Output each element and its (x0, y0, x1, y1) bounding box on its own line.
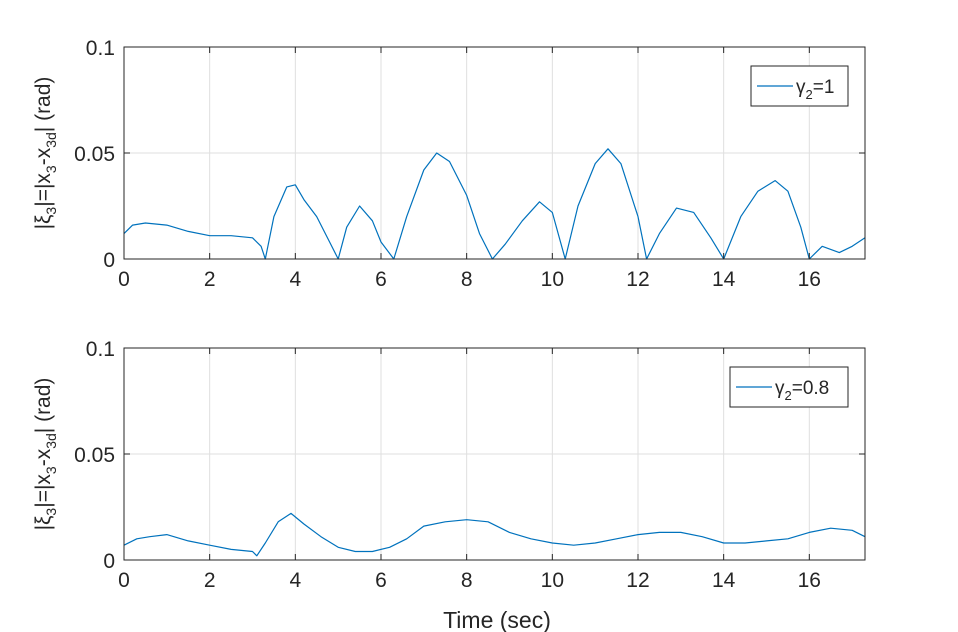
x-tick-label: 2 (204, 268, 216, 291)
y-axis-label-top: |ξ3|=|x3-x3d| (rad) (32, 77, 59, 230)
grid-top (124, 47, 865, 259)
ticks-bottom: 0 2 4 6 8 10 12 14 16 0 0.05 0.1 (74, 338, 865, 592)
x-tick-label: 6 (375, 268, 387, 291)
y-tick-label: 0.1 (86, 338, 115, 361)
x-tick-label: 2 (204, 569, 216, 592)
x-tick-label: 14 (712, 569, 736, 592)
x-tick-label: 8 (461, 569, 473, 592)
subplot-bottom: 0 2 4 6 8 10 12 14 16 0 0.05 0.1 |ξ3|=|x3-x3d| (rad… (32, 338, 866, 592)
y-tick-label: 0.1 (86, 37, 115, 60)
x-tick-label: 0 (118, 268, 130, 291)
y-axis-label-bottom: |ξ3|=|x3-x3d| (rad) (32, 378, 59, 531)
x-tick-label: 10 (541, 569, 564, 592)
x-tick-label: 0 (118, 569, 130, 592)
x-tick-label: 12 (626, 569, 649, 592)
x-tick-label: 14 (712, 268, 736, 291)
legend-bottom: γ2=0.8 (729, 366, 849, 408)
x-axis-label: Time (sec) (443, 607, 551, 632)
legend-label-bottom: γ2=0.8 (775, 378, 829, 403)
x-tick-label: 16 (798, 268, 821, 291)
y-tick-label: 0 (103, 550, 115, 573)
x-tick-label: 8 (461, 268, 473, 291)
x-tick-label: 6 (375, 569, 387, 592)
subplot-top: 0 2 4 6 8 10 12 14 16 0 0.05 0.1 |ξ3|=|x3-x3d| (rad… (32, 37, 866, 291)
x-tick-label: 4 (289, 569, 301, 592)
y-tick-label: 0.05 (74, 143, 115, 166)
x-tick-label: 10 (541, 268, 564, 291)
legend-label-top: γ2=1 (796, 77, 834, 102)
x-tick-label: 12 (626, 268, 649, 291)
series-line-1 (123, 512, 866, 557)
x-tick-label: 4 (289, 268, 301, 291)
legend-top: γ2=1 (750, 65, 849, 107)
y-tick-label: 0 (103, 249, 115, 272)
series-layer-bottom (123, 512, 866, 557)
x-tick-label: 16 (798, 569, 821, 592)
ticks-top: 0 2 4 6 8 10 12 14 16 0 0.05 0.1 (74, 37, 865, 291)
y-tick-label: 0.05 (74, 444, 115, 467)
